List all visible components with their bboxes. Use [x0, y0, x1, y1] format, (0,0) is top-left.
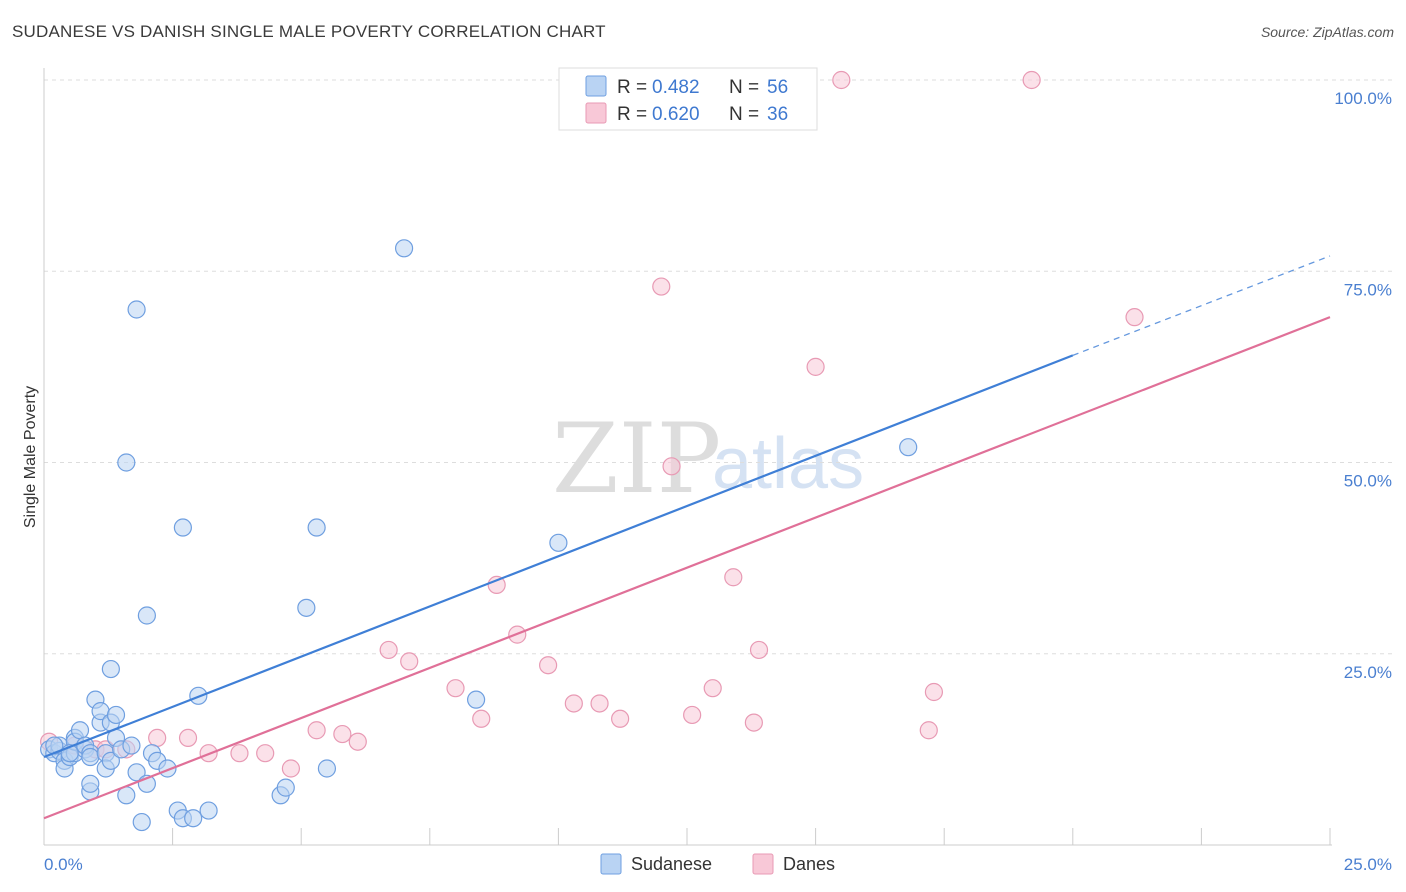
bottom-legend: Sudanese Danes: [600, 853, 835, 875]
trend-line-danes: [43, 316, 1331, 820]
legend-r-value-sudanese: 0.482: [652, 77, 700, 98]
data-point-danes: [379, 640, 398, 660]
data-point-sudanese: [317, 759, 337, 778]
data-point-danes: [919, 721, 938, 740]
data-point-danes: [446, 679, 465, 698]
data-point-sudanese: [106, 705, 126, 725]
y-tick-labels: 100.0% 75.0% 50.0% 25.0%: [1334, 89, 1392, 682]
data-point-sudanese: [184, 809, 203, 828]
top-legend: R = 0.482 N = 56 R = 0.620 N = 36: [558, 67, 818, 131]
data-point-danes: [1125, 308, 1144, 327]
y-tick-label: 75.0%: [1344, 280, 1392, 299]
data-point-danes: [832, 70, 851, 90]
bottom-legend-label-danes: Danes: [783, 854, 835, 874]
data-point-sudanese: [81, 747, 100, 767]
data-point-sudanese: [137, 606, 156, 625]
data-point-danes: [703, 679, 722, 698]
bottom-legend-swatch-sudanese: [600, 853, 622, 875]
legend-n-label-danes: N =: [729, 104, 759, 125]
data-point-danes: [924, 682, 944, 702]
data-point-danes: [307, 721, 326, 740]
data-point-danes: [662, 457, 681, 476]
y-tick-label: 50.0%: [1344, 472, 1392, 491]
data-point-sudanese: [297, 598, 316, 617]
data-point-danes: [749, 640, 769, 660]
data-point-danes: [724, 568, 743, 587]
data-point-danes: [400, 652, 419, 671]
data-point-danes: [652, 277, 671, 296]
data-point-danes: [683, 705, 702, 725]
data-point-sudanese: [173, 518, 192, 537]
bottom-legend-label-sudanese: Sudanese: [631, 854, 712, 874]
data-point-sudanese: [394, 239, 414, 258]
trend-line-sudanese: [43, 354, 1074, 759]
data-point-sudanese: [101, 659, 120, 679]
gridlines: [44, 79, 1392, 655]
legend-r-label-danes: R =: [617, 104, 647, 125]
data-point-sudanese: [101, 751, 120, 770]
data-point-sudanese: [127, 300, 146, 319]
legend-n-value-sudanese: 56: [767, 77, 788, 98]
data-point-sudanese: [122, 736, 141, 755]
x-ticks: [172, 828, 1331, 845]
legend-swatch-sudanese: [585, 75, 607, 97]
source-label: Source: ZipAtlas.com: [1260, 24, 1394, 40]
data-point-sudanese: [276, 778, 295, 797]
data-point-sudanese: [466, 690, 486, 709]
data-point-danes: [230, 744, 249, 763]
trend-lines: [43, 255, 1331, 820]
data-point-danes: [806, 357, 825, 376]
data-point-danes: [1022, 70, 1041, 90]
y-axis-label: Single Male Poverty: [22, 386, 39, 528]
legend-n-label-sudanese: N =: [729, 77, 759, 98]
data-point-danes: [148, 728, 167, 748]
y-tick-label: 100.0%: [1334, 89, 1392, 108]
data-point-danes: [611, 709, 630, 728]
legend-n-value-danes: 36: [767, 104, 788, 125]
data-point-danes: [539, 656, 558, 675]
data-point-danes: [178, 728, 198, 748]
data-point-danes: [256, 744, 275, 763]
data-point-danes: [472, 709, 491, 728]
data-point-sudanese: [899, 438, 918, 457]
data-point-danes: [281, 759, 301, 778]
watermark-atlas: atlas: [712, 424, 864, 504]
data-point-sudanese: [127, 763, 146, 782]
data-point-sudanese: [307, 518, 326, 537]
data-point-danes: [590, 694, 609, 713]
watermark-zip: ZIP: [552, 403, 721, 515]
data-point-sudanese: [70, 721, 90, 740]
data-point-sudanese: [549, 533, 568, 552]
data-point-sudanese: [117, 453, 136, 472]
legend-r-value-danes: 0.620: [652, 104, 700, 125]
data-point-sudanese: [132, 812, 151, 832]
legend-r-label-sudanese: R =: [617, 77, 647, 98]
legend-swatch-danes: [585, 102, 607, 124]
data-point-danes: [348, 732, 367, 751]
x-tick-label-max: 25.0%: [1344, 855, 1392, 874]
data-point-danes: [333, 724, 352, 744]
data-point-danes: [744, 713, 763, 732]
y-tick-label: 25.0%: [1344, 663, 1392, 682]
data-point-danes: [564, 694, 583, 713]
chart-title: SUDANESE VS DANISH SINGLE MALE POVERTY C…: [12, 22, 606, 41]
x-tick-label-min: 0.0%: [44, 855, 83, 874]
data-point-sudanese: [199, 801, 218, 820]
trend-line-extension-sudanese: [1072, 255, 1331, 357]
series-sudanese: [40, 239, 918, 832]
bottom-legend-swatch-danes: [752, 853, 774, 875]
data-point-danes: [487, 575, 506, 595]
data-point-sudanese: [81, 774, 100, 793]
